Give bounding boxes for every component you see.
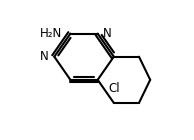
Text: N: N (103, 27, 112, 40)
Text: N: N (40, 50, 49, 63)
Text: H₂N: H₂N (40, 27, 62, 40)
Text: Cl: Cl (108, 81, 120, 94)
